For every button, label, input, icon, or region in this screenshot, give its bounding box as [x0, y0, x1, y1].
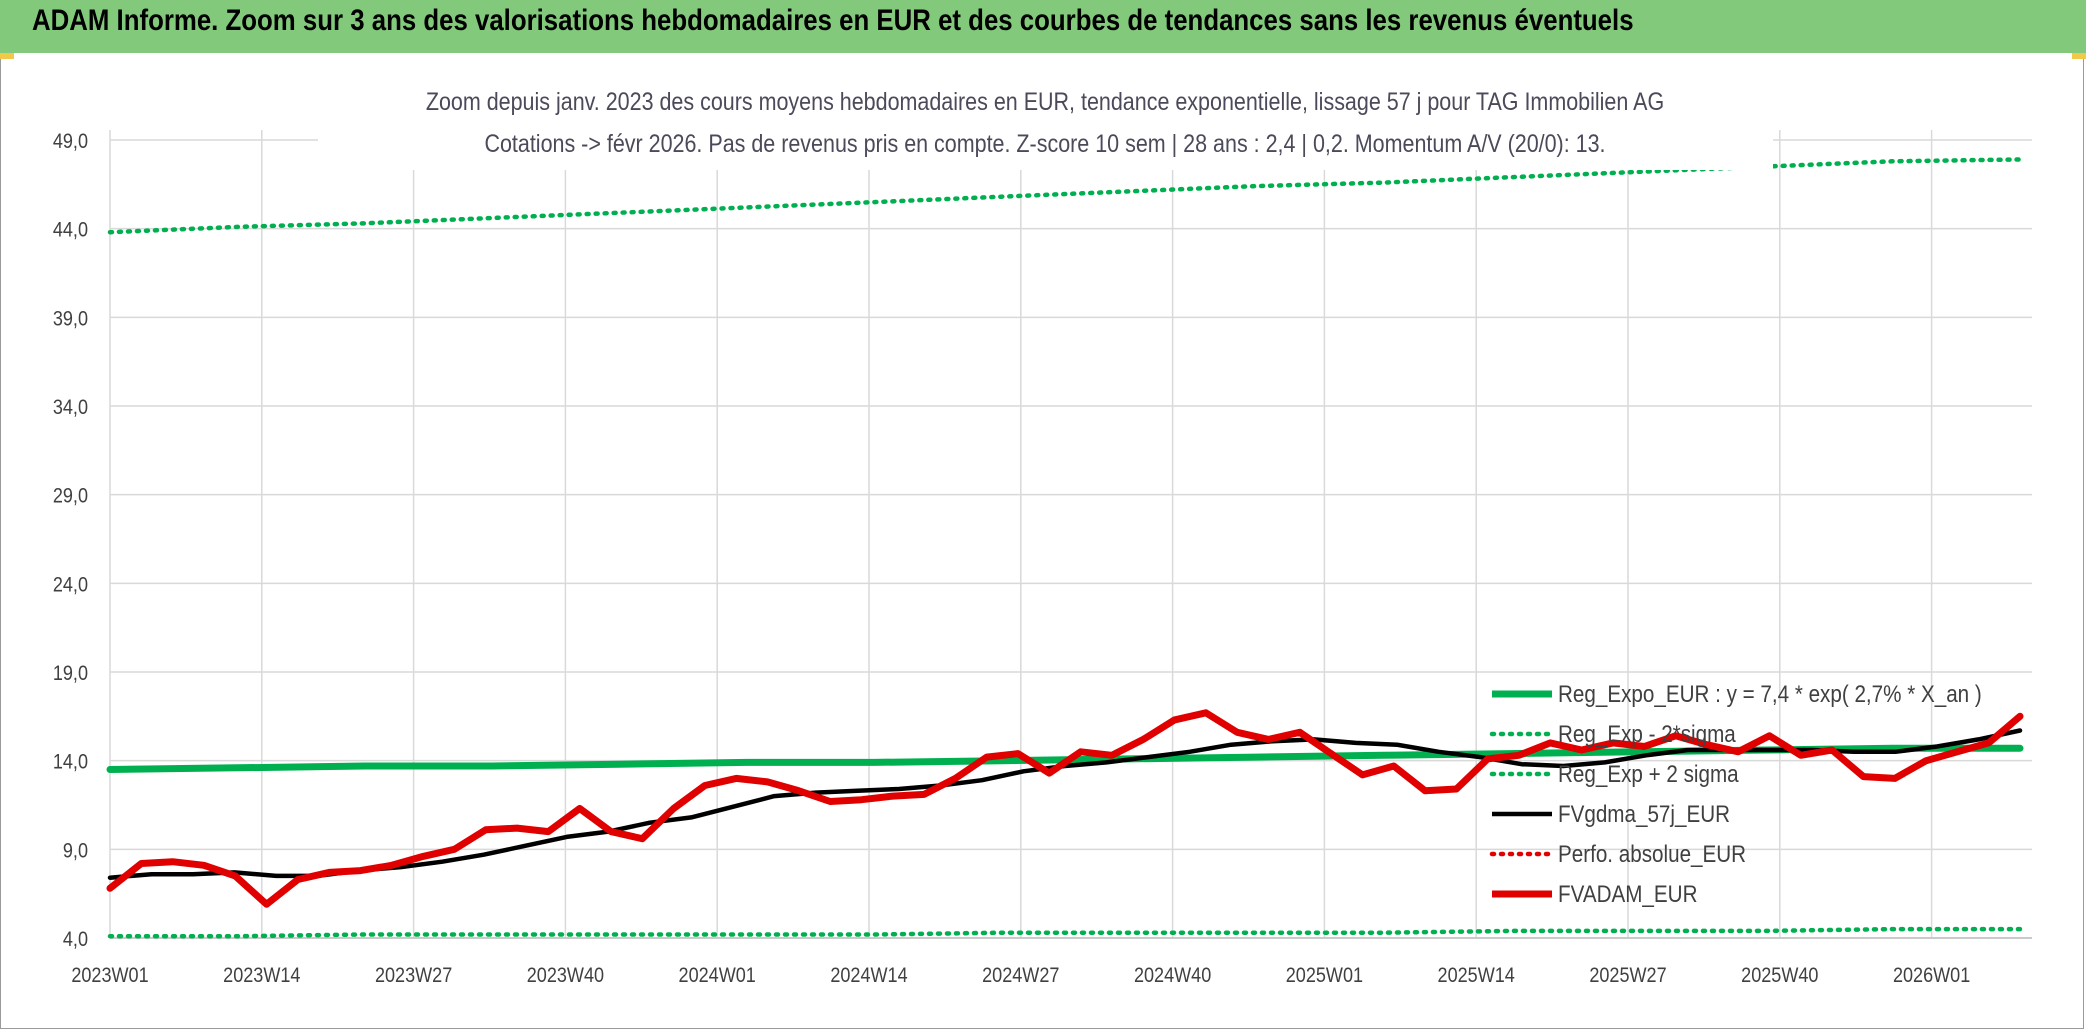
legend-label: Reg_Exp + 2 sigma: [1558, 761, 1739, 788]
y-tick-label: 49,0: [53, 130, 88, 154]
legend-label: Reg_Expo_EUR : y = 7,4 * exp( 2,7% * X_a…: [1558, 681, 1982, 708]
y-tick-label: 34,0: [53, 396, 88, 420]
y-tick-label: 19,0: [53, 662, 88, 686]
x-tick-label: 2024W14: [830, 964, 907, 988]
x-tick-label: 2023W27: [375, 964, 452, 988]
legend: Reg_Expo_EUR : y = 7,4 * exp( 2,7% * X_a…: [1489, 681, 1982, 908]
y-tick-label: 9,0: [63, 839, 88, 863]
y-tick-label: 14,0: [53, 750, 88, 774]
legend-label: Reg_Exp - 2*sigma: [1558, 721, 1736, 748]
x-tick-label: 2026W01: [1893, 964, 1970, 988]
series-line-5: [106, 709, 2024, 908]
y-axis: 4,0 9,0 14,0 19,0 24,0 29,0 34,0 39,0 44,0 49,0: [53, 130, 88, 952]
y-tick-label: 44,0: [53, 218, 88, 242]
x-tick-label: 2024W27: [982, 964, 1059, 988]
y-tick-label: 24,0: [53, 573, 88, 597]
chart-title: Zoom depuis janv. 2023 des cours moyens …: [426, 87, 1664, 115]
series-lines: [106, 157, 2024, 939]
legend-label: Perfo. absolue_EUR: [1558, 841, 1746, 868]
series-line-1: [107, 926, 2023, 939]
x-tick-label: 2024W40: [1134, 964, 1211, 988]
header-bar: ADAM Informe. Zoom sur 3 ans des valoris…: [0, 0, 2086, 53]
x-tick-label: 2025W40: [1741, 964, 1818, 988]
x-tick-label: 2025W01: [1286, 964, 1363, 988]
title-backdrop: [318, 80, 1773, 170]
page-title: ADAM Informe. Zoom sur 3 ans des valoris…: [32, 4, 1634, 37]
legend-label: FVADAM_EUR: [1558, 881, 1697, 908]
x-axis: 2023W01 2023W14 2023W27 2023W40 2024W01 2024W…: [71, 937, 2032, 988]
x-tick-label: 2023W40: [527, 964, 604, 988]
x-tick-label: 2025W14: [1438, 964, 1515, 988]
x-tick-label: 2024W01: [679, 964, 756, 988]
y-tick-label: 4,0: [63, 928, 88, 952]
y-tick-label: 29,0: [53, 484, 88, 508]
header-corner-left: [0, 53, 14, 59]
grid-lines: [109, 130, 2032, 939]
chart-subtitle: Cotations -> févr 2026. Pas de revenus p…: [484, 129, 1605, 157]
y-tick-label: 39,0: [53, 307, 88, 331]
x-tick-label: 2023W01: [71, 964, 148, 988]
x-tick-label: 2025W27: [1589, 964, 1666, 988]
x-tick-label: 2023W14: [223, 964, 300, 988]
series-line-2: [107, 157, 2023, 235]
header-corner-right: [2072, 53, 2086, 59]
legend-label: FVgdma_57j_EUR: [1558, 801, 1730, 828]
